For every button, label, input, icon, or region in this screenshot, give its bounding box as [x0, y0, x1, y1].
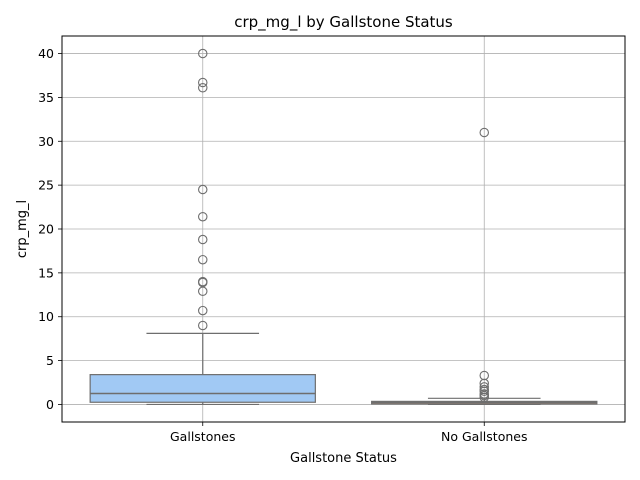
y-axis-label: crp_mg_l: [15, 200, 30, 258]
x-axis-ticks: Gallstones No Gallstones: [170, 422, 527, 444]
grid-lines: [62, 36, 625, 422]
outlier-point: [198, 211, 208, 222]
outlier-point: [479, 389, 489, 399]
y-tick-label: 0: [46, 397, 54, 412]
x-tick-label: No Gallstones: [441, 429, 527, 444]
outlier-point: [479, 127, 489, 138]
y-tick-label: 40: [38, 46, 54, 61]
plot-frame: [61, 35, 626, 423]
y-axis-ticks: 0 5 10 15 20 25 30 35 40: [38, 46, 62, 412]
x-axis-label: Gallstone Status: [290, 451, 397, 466]
y-tick-label: 30: [38, 134, 54, 149]
box-series: [89, 48, 598, 406]
outlier-point: [198, 234, 208, 245]
y-tick-label: 15: [38, 265, 54, 280]
box-no-gallstones: [371, 127, 598, 406]
outlier-point: [198, 83, 208, 93]
outlier-point: [198, 305, 208, 316]
box-gallstones: [89, 48, 316, 406]
y-tick-label: 5: [46, 353, 54, 368]
y-tick-label: 20: [38, 222, 54, 237]
chart-title: crp_mg_l by Gallstone Status: [234, 13, 453, 32]
x-tick-label: Gallstones: [170, 429, 235, 444]
outlier-point: [479, 384, 489, 395]
outlier-point: [198, 276, 208, 287]
outlier-point: [198, 184, 208, 195]
outlier-point: [479, 370, 489, 381]
outlier-point: [198, 48, 208, 59]
iqr-box: [89, 374, 316, 403]
y-tick-label: 35: [38, 90, 54, 105]
outlier-point: [198, 320, 208, 331]
y-tick-label: 10: [38, 309, 54, 324]
outlier-point: [479, 382, 489, 392]
outlier-point: [198, 77, 208, 88]
outlier-point: [198, 254, 208, 265]
y-tick-label: 25: [38, 178, 54, 193]
